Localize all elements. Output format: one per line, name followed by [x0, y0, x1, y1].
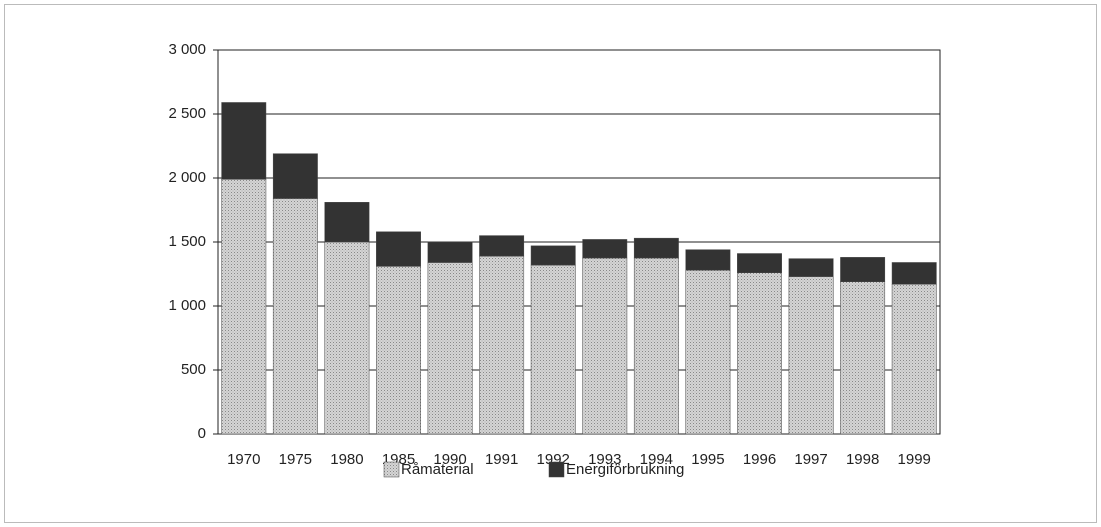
x-tick-label: 1990: [433, 451, 466, 468]
legend-label: Råmaterial: [401, 461, 474, 478]
bar-segment: [633, 257, 679, 435]
bar-segment: [840, 257, 886, 282]
bar-segment: [530, 264, 576, 435]
frame: [4, 4, 1097, 523]
legend-swatch: [383, 461, 400, 478]
x-tick-label: 1998: [846, 451, 879, 468]
bar-segment: [376, 266, 421, 435]
bar-segment: [479, 235, 525, 257]
x-tick-label: 1999: [898, 451, 931, 468]
legend-swatch: [548, 461, 565, 478]
bar-segment: [530, 245, 576, 266]
bar-segment: [891, 262, 937, 285]
y-tick-label: 2 000: [168, 169, 206, 186]
bar-segment: [633, 237, 679, 259]
x-tick-label: 1993: [588, 451, 621, 468]
bar-segment: [582, 257, 628, 435]
bar-segment: [737, 253, 782, 273]
bar-segment: [582, 239, 628, 259]
y-tick-label: 1 500: [168, 233, 206, 250]
bar-segment: [737, 272, 782, 435]
y-tick-label: 3 000: [168, 41, 206, 58]
bar-segment: [221, 102, 267, 180]
x-tick-label: 1996: [743, 451, 776, 468]
bar-segment: [272, 153, 318, 199]
legend-label: Energiförbrukning: [566, 461, 684, 478]
x-tick-label: 1991: [485, 451, 518, 468]
x-tick-label: 1994: [640, 451, 673, 468]
bar-segment: [479, 255, 525, 435]
bar-segment: [840, 281, 886, 435]
x-tick-label: 1980: [330, 451, 363, 468]
bar-segment: [788, 276, 834, 435]
bar-segment: [324, 202, 370, 243]
x-tick-label: 1970: [227, 451, 260, 468]
y-tick-label: 1 000: [168, 297, 206, 314]
bar-segment: [891, 283, 937, 435]
bar-segment: [221, 179, 267, 435]
y-tick-label: 0: [198, 425, 206, 442]
x-tick-label: 1997: [794, 451, 827, 468]
y-tick-label: 500: [181, 361, 206, 378]
bar-segment: [272, 198, 318, 435]
bar-segment: [376, 231, 421, 267]
x-tick-label: 1975: [279, 451, 312, 468]
bar-segment: [324, 241, 370, 435]
y-tick-label: 2 500: [168, 105, 206, 122]
bar-segment: [427, 262, 473, 435]
x-tick-label: 1995: [691, 451, 724, 468]
bar-segment: [427, 241, 473, 263]
bar-segment: [788, 258, 834, 277]
bar-segment: [685, 249, 731, 271]
bar-segment: [685, 269, 731, 435]
